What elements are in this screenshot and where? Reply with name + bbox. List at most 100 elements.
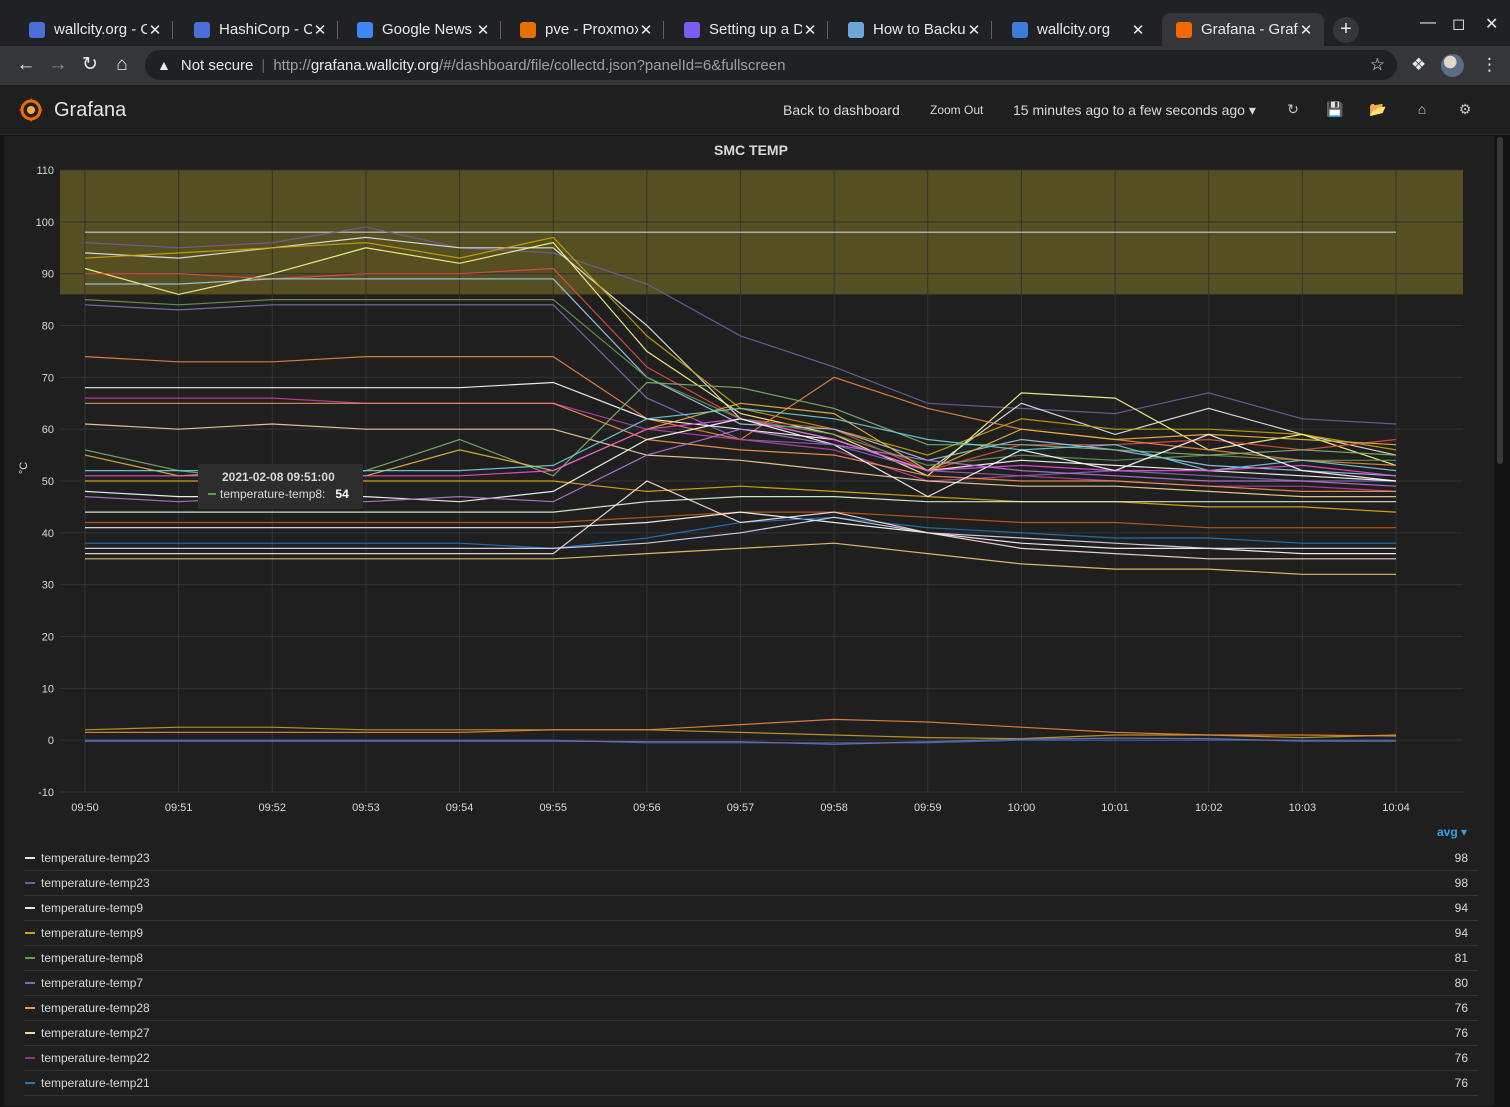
new-tab-button[interactable]: + bbox=[1333, 17, 1359, 43]
legend-series-avg: 94 bbox=[1454, 926, 1468, 940]
sort-caret-icon: ▾ bbox=[1461, 825, 1468, 839]
legend-swatch bbox=[25, 1057, 35, 1059]
tab-close-icon[interactable]: ✕ bbox=[639, 21, 653, 39]
tab-close-icon[interactable]: ✕ bbox=[1299, 21, 1313, 39]
legend-row[interactable]: temperature-temp27 76 bbox=[24, 1021, 1478, 1046]
page-scrollbar[interactable] bbox=[1497, 137, 1503, 464]
legend-swatch bbox=[25, 907, 35, 909]
legend-series-name[interactable]: temperature-temp28 bbox=[41, 1001, 150, 1015]
legend-series-avg: 98 bbox=[1454, 851, 1468, 865]
tab-close-icon[interactable]: ✕ bbox=[148, 21, 162, 39]
legend-series-name[interactable]: temperature-temp9 bbox=[41, 901, 144, 915]
tab-close-icon[interactable]: ✕ bbox=[313, 21, 327, 39]
settings-gear-icon[interactable]: ⚙ bbox=[1458, 101, 1472, 117]
wallcity-icon bbox=[29, 21, 45, 38]
back-to-dashboard-link[interactable]: Back to dashboard bbox=[783, 102, 900, 118]
browser-tab-title: HashiCorp - Ca bbox=[219, 21, 312, 38]
forward-arrow-icon[interactable]: → bbox=[48, 54, 68, 75]
grafana-logo-icon[interactable] bbox=[18, 97, 44, 123]
browser-tab[interactable]: Setting up a D ✕ bbox=[670, 13, 828, 46]
folder-open-icon[interactable]: 📂 bbox=[1369, 101, 1387, 117]
legend-series-name[interactable]: temperature-temp22 bbox=[41, 1051, 150, 1065]
profile-avatar[interactable] bbox=[1441, 54, 1464, 77]
legend-series-name[interactable]: temperature-temp23 bbox=[41, 851, 150, 865]
address-bar[interactable]: ▲ Not secure | http://grafana.wallcity.o… bbox=[145, 50, 1397, 80]
browser-tab[interactable]: How to Backup ✕ bbox=[834, 13, 992, 46]
browser-tab[interactable]: wallcity.org ✕ bbox=[998, 13, 1156, 46]
browser-tab-title: wallcity.org bbox=[1037, 21, 1111, 38]
legend-row[interactable]: temperature-temp22 76 bbox=[24, 1046, 1478, 1071]
legend-row[interactable]: temperature-temp9 94 bbox=[24, 921, 1478, 946]
browser-tab-strip: wallcity.org - C✕HashiCorp - Ca✕Google N… bbox=[0, 0, 1510, 46]
home-icon[interactable]: ⌂ bbox=[1417, 101, 1427, 117]
legend-series-name[interactable]: temperature-temp23 bbox=[41, 876, 150, 890]
tooltip-time: 2021-02-08 09:51:00 bbox=[222, 470, 335, 484]
legend-row[interactable]: temperature-temp21 76 bbox=[24, 1071, 1478, 1096]
legend-series-name[interactable]: temperature-temp9 bbox=[41, 926, 144, 940]
legend-series-avg: 76 bbox=[1454, 1001, 1468, 1015]
caret-down-icon: ▾ bbox=[1248, 102, 1256, 118]
tab-close-icon[interactable]: ✕ bbox=[967, 21, 981, 39]
legend-row[interactable]: temperature-temp8 81 bbox=[24, 946, 1478, 971]
browser-tab-title: How to Backup bbox=[873, 21, 966, 38]
legend-series-avg: 76 bbox=[1454, 1051, 1468, 1065]
save-icon[interactable]: 💾 bbox=[1326, 101, 1344, 117]
tab-separator bbox=[500, 21, 501, 39]
legend-swatch bbox=[25, 882, 35, 884]
browser-tab[interactable]: wallcity.org - C ✕ bbox=[15, 13, 173, 46]
browser-tab[interactable]: Google News ✕ bbox=[343, 13, 501, 46]
extensions-puzzle-icon[interactable]: ❖ bbox=[1411, 55, 1427, 74]
security-status: Not secure bbox=[180, 56, 254, 74]
browser-tab-title: Grafana - Grafa bbox=[1201, 21, 1298, 38]
grafana-top-nav: Grafana Back to dashboard Zoom Out 15 mi… bbox=[0, 85, 1510, 135]
tooltip-series-name: temperature-temp8: bbox=[220, 487, 326, 501]
legend-row[interactable]: temperature-temp23 98 bbox=[24, 846, 1478, 871]
tab-close-icon[interactable]: ✕ bbox=[1131, 21, 1145, 39]
circle-logo-icon bbox=[684, 21, 700, 38]
tab-separator bbox=[663, 21, 664, 39]
legend-row[interactable]: temperature-temp28 76 bbox=[24, 996, 1478, 1021]
legend-series-name[interactable]: temperature-temp27 bbox=[41, 1026, 150, 1040]
legend-series-avg: 76 bbox=[1454, 1026, 1468, 1040]
legend-swatch bbox=[25, 932, 35, 934]
dsm-icon bbox=[1012, 21, 1028, 38]
url-text[interactable]: http://grafana.wallcity.org/#/dashboard/… bbox=[273, 56, 786, 74]
grafana-title: Grafana bbox=[54, 99, 127, 121]
legend-series-avg: 76 bbox=[1454, 1076, 1468, 1090]
maximize-window-icon[interactable]: ◻ bbox=[1452, 16, 1466, 33]
back-arrow-icon[interactable]: ← bbox=[16, 54, 36, 75]
browser-tab[interactable]: pve - Proxmox ✕ bbox=[506, 13, 664, 46]
tab-close-icon[interactable]: ✕ bbox=[803, 21, 817, 39]
globe-icon bbox=[848, 21, 864, 38]
legend-row[interactable]: temperature-temp23 98 bbox=[24, 871, 1478, 896]
browser-tab[interactable]: HashiCorp - Ca✕ bbox=[180, 13, 338, 46]
zoom-out-button[interactable]: Zoom Out bbox=[930, 103, 984, 117]
legend-series-avg: 98 bbox=[1454, 876, 1468, 890]
legend-row[interactable]: temperature-temp9 94 bbox=[24, 896, 1478, 921]
close-window-icon[interactable]: ✕ bbox=[1485, 16, 1499, 33]
home-icon[interactable]: ⌂ bbox=[116, 54, 128, 75]
menu-kebab-icon[interactable]: ⋮ bbox=[1481, 55, 1498, 74]
legend-series-name[interactable]: temperature-temp21 bbox=[41, 1076, 150, 1090]
legend-sort-avg[interactable]: avg ▾ bbox=[1437, 825, 1468, 839]
grafana-icon bbox=[1176, 21, 1192, 38]
legend-table: temperature-temp23 98 temperature-temp23 98… bbox=[24, 846, 1478, 1096]
google-news-icon bbox=[357, 21, 373, 38]
legend-row[interactable]: temperature-temp7 80 bbox=[24, 971, 1478, 996]
browser-tab-title: Google News bbox=[382, 21, 473, 38]
tab-close-icon[interactable]: ✕ bbox=[476, 21, 490, 39]
legend-series-name[interactable]: temperature-temp7 bbox=[41, 976, 144, 990]
bookmark-star-icon[interactable]: ☆ bbox=[1369, 55, 1385, 74]
browser-tab-title: Setting up a D bbox=[709, 21, 802, 38]
legend-series-name[interactable]: temperature-temp8 bbox=[41, 951, 144, 965]
browser-tab[interactable]: Grafana - Grafa ✕ bbox=[1162, 13, 1324, 46]
legend-swatch bbox=[25, 1007, 35, 1009]
refresh-icon[interactable]: ↻ bbox=[1287, 101, 1299, 117]
legend-swatch bbox=[25, 1032, 35, 1034]
proxmox-icon bbox=[520, 21, 536, 38]
reload-icon[interactable]: ↻ bbox=[82, 54, 98, 75]
minimize-window-icon[interactable]: — bbox=[1420, 14, 1436, 31]
tooltip-series-swatch bbox=[208, 493, 216, 495]
time-range-picker[interactable]: 15 minutes ago to a few seconds ago ▾ bbox=[1013, 102, 1256, 118]
hover-tooltip: 2021-02-08 09:51:00 temperature-temp8: 5… bbox=[198, 464, 363, 509]
